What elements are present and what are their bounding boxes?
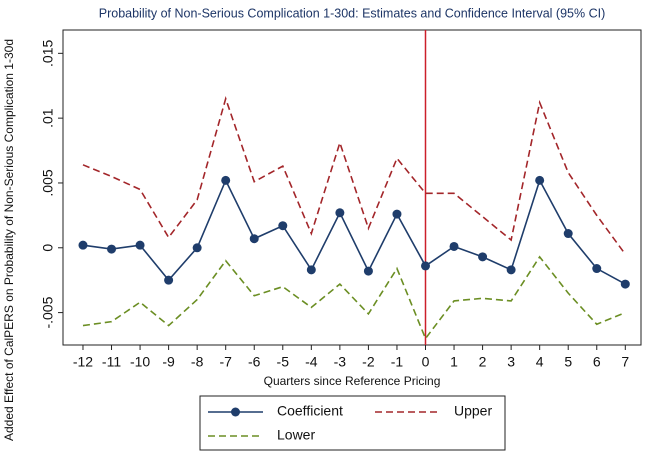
legend-label: Lower bbox=[277, 427, 315, 443]
x-tick-label: 1 bbox=[450, 354, 458, 370]
x-tick-label: -1 bbox=[391, 354, 404, 370]
point bbox=[306, 265, 316, 275]
point bbox=[506, 265, 516, 275]
point bbox=[620, 279, 630, 289]
x-tick-label: -8 bbox=[191, 354, 204, 370]
y-tick-label: -.005 bbox=[40, 296, 56, 328]
point bbox=[164, 275, 174, 285]
point bbox=[135, 240, 145, 250]
legend-marker bbox=[231, 407, 240, 417]
legend-box bbox=[199, 395, 506, 451]
x-tick-label: -7 bbox=[219, 354, 232, 370]
point bbox=[420, 261, 430, 271]
x-tick-label: -2 bbox=[362, 354, 375, 370]
point bbox=[563, 229, 573, 239]
y-tick-label: .005 bbox=[40, 169, 56, 196]
x-tick-label: 5 bbox=[564, 354, 572, 370]
x-tick-label: 6 bbox=[593, 354, 601, 370]
point bbox=[221, 175, 231, 185]
point bbox=[192, 243, 202, 253]
point bbox=[535, 175, 545, 185]
x-tick-label: -3 bbox=[334, 354, 347, 370]
plot-frame bbox=[62, 29, 642, 346]
x-tick-label: -12 bbox=[73, 354, 93, 370]
series-line bbox=[82, 96, 626, 255]
x-tick-label: -11 bbox=[102, 354, 121, 370]
x-tick-label: 0 bbox=[422, 354, 430, 370]
point bbox=[392, 209, 402, 219]
x-tick-label: -4 bbox=[305, 354, 318, 370]
point bbox=[335, 208, 345, 218]
point bbox=[107, 244, 117, 254]
x-tick-label: 3 bbox=[507, 354, 515, 370]
x-tick-label: 7 bbox=[621, 354, 629, 370]
x-tick-label: 2 bbox=[479, 354, 487, 370]
point bbox=[78, 240, 88, 250]
legend-label: Coefficient bbox=[277, 403, 343, 419]
series-line bbox=[82, 255, 626, 341]
x-axis-title: Quarters since Reference Pricing bbox=[264, 374, 441, 388]
point bbox=[278, 221, 288, 231]
x-tick-label: -5 bbox=[277, 354, 290, 370]
x-tick-label: 4 bbox=[536, 354, 544, 370]
point bbox=[592, 264, 602, 274]
point bbox=[449, 241, 459, 251]
y-tick-label: .01 bbox=[40, 108, 56, 128]
chart-title: Probability of Non-Serious Complication … bbox=[99, 6, 606, 20]
x-tick-label: -10 bbox=[130, 354, 150, 370]
y-axis-title: Added Effect of CalPERS on Probability o… bbox=[2, 39, 16, 441]
x-tick-label: -9 bbox=[162, 354, 175, 370]
legend-label: Upper bbox=[454, 403, 492, 419]
point bbox=[363, 266, 373, 276]
y-tick-label: 0 bbox=[40, 244, 56, 252]
point bbox=[249, 234, 259, 244]
y-tick-label: .015 bbox=[40, 39, 56, 66]
x-tick-label: -6 bbox=[248, 354, 261, 370]
series-line bbox=[82, 178, 626, 285]
point bbox=[478, 252, 488, 262]
